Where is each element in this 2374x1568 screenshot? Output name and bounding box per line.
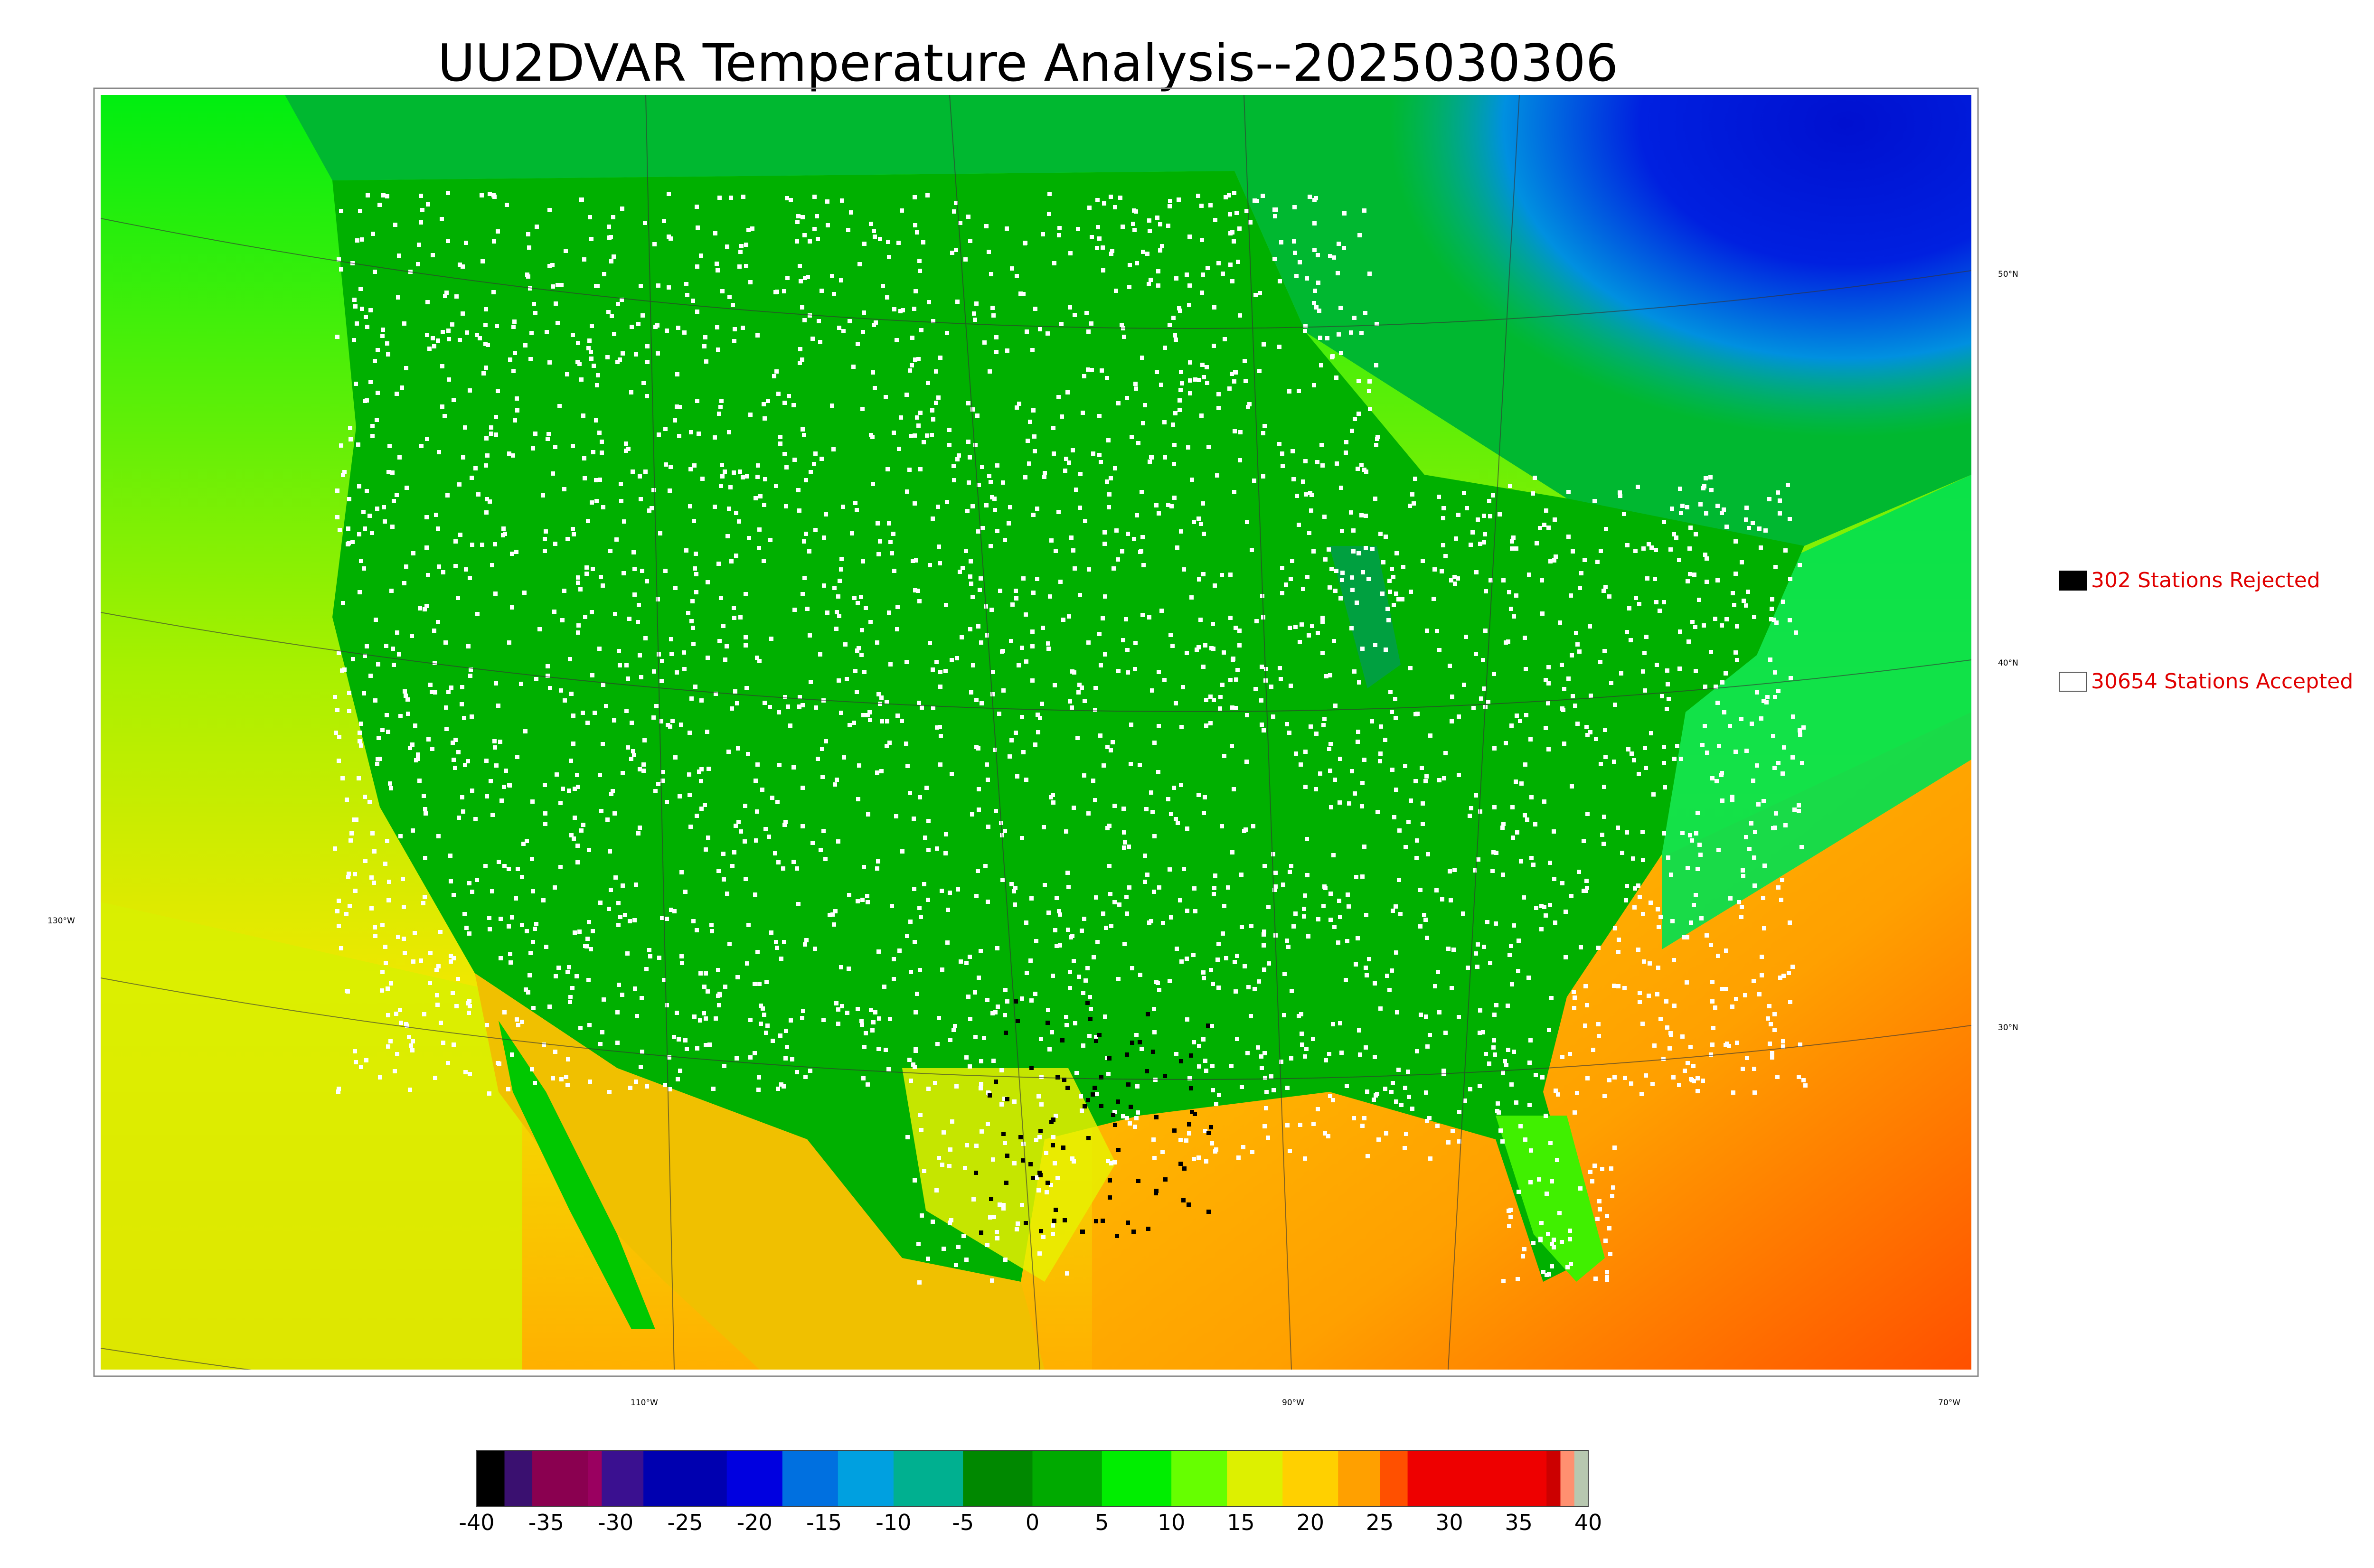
- legend-rejected: 302 Stations Rejected: [2059, 568, 2320, 592]
- colorbar-frame: [476, 1450, 1589, 1507]
- colorbar-tick-label: -10: [876, 1510, 912, 1535]
- colorbar-tick-label: -25: [667, 1510, 703, 1535]
- lon-label-70: 70°W: [1938, 1398, 1960, 1408]
- temperature-colorbar: [476, 1450, 1589, 1507]
- colorbar-tick-label: 40: [1574, 1510, 1602, 1535]
- colorbar-tick-label: -5: [952, 1510, 974, 1535]
- colorbar-tick-label: 20: [1296, 1510, 1325, 1535]
- rejected-stations: [974, 999, 1213, 1238]
- colorbar-segment: [1560, 1450, 1575, 1506]
- baja-landmass: [499, 1021, 655, 1329]
- colorbar-segment: [838, 1450, 894, 1506]
- colorbar-segment: [477, 1450, 505, 1506]
- map-frame: [93, 87, 1979, 1377]
- lon-label-90: 90°W: [1282, 1398, 1304, 1408]
- colorbar-segment: [1227, 1450, 1283, 1506]
- lat-label-50: 50°N: [1998, 270, 2018, 279]
- accepted-label: 30654 Stations Accepted: [2091, 669, 2354, 694]
- colorbar-segment: [1546, 1450, 1561, 1506]
- colorbar-segment: [602, 1450, 644, 1506]
- colorbar-segment: [1532, 1450, 1547, 1506]
- graticule-lines: [101, 95, 1971, 1370]
- florida-peninsula: [1496, 1116, 1605, 1282]
- colorbar-tick-label: -15: [806, 1510, 842, 1535]
- colorbar-tick-label: 30: [1435, 1510, 1463, 1535]
- lat-label-40: 40°N: [1998, 658, 2018, 668]
- colorbar-tick-label: -20: [736, 1510, 772, 1535]
- colorbar-segment: [532, 1450, 589, 1506]
- colorbar-segment: [1407, 1450, 1533, 1506]
- map-title: UU2DVAR Temperature Analysis--2025030306: [437, 34, 1619, 93]
- colorbar-tick-label: 5: [1095, 1510, 1109, 1535]
- cold-airmass: [1140, 95, 1971, 665]
- colorbar-segment: [1282, 1450, 1339, 1506]
- colorbar-tick-label: 15: [1227, 1510, 1255, 1535]
- colorbar-segment: [1380, 1450, 1408, 1506]
- mexico-landmass: [475, 973, 1045, 1370]
- colorbar-segment: [1032, 1450, 1102, 1506]
- accepted-swatch: [2059, 671, 2087, 692]
- legend-accepted: 30654 Stations Accepted: [2059, 669, 2353, 694]
- colorbar-segment: [726, 1450, 783, 1506]
- colorbar-tick-label: 10: [1157, 1510, 1186, 1535]
- rejected-swatch: [2059, 570, 2087, 591]
- colorbar-segment: [893, 1450, 964, 1506]
- colorbar-segment: [1338, 1450, 1381, 1506]
- accepted-stations: [333, 191, 1808, 1285]
- colorbar-tick-label: 35: [1505, 1510, 1533, 1535]
- colorbar-segment: [1574, 1450, 1589, 1506]
- colorbar-segment: [963, 1450, 1033, 1506]
- us-landmass: [332, 171, 1804, 1282]
- colorbar-tick-label: -35: [528, 1510, 564, 1535]
- rejected-label: 302 Stations Rejected: [2091, 568, 2320, 592]
- colorbar-tick-label: -40: [459, 1510, 495, 1535]
- colorbar-segment: [588, 1450, 603, 1506]
- colorbar-segment: [1171, 1450, 1228, 1506]
- pacific-south-field: [101, 902, 522, 1370]
- great-lakes: [1329, 546, 1401, 688]
- colorbar-segment: [504, 1450, 533, 1506]
- colorbar-segment: [1102, 1450, 1172, 1506]
- lon-label-110: 110°W: [631, 1398, 658, 1408]
- colorbar-tick-label: 25: [1366, 1510, 1394, 1535]
- colorbar-segment: [782, 1450, 838, 1506]
- lat-label-30: 30°N: [1998, 1023, 2018, 1033]
- texas-warm: [902, 1068, 1116, 1282]
- colorbar-tick-label: -30: [598, 1510, 634, 1535]
- colorbar-tick-label: 0: [1025, 1510, 1040, 1535]
- lon-label-130: 130°W: [47, 916, 75, 926]
- colorbar-segment: [643, 1450, 727, 1506]
